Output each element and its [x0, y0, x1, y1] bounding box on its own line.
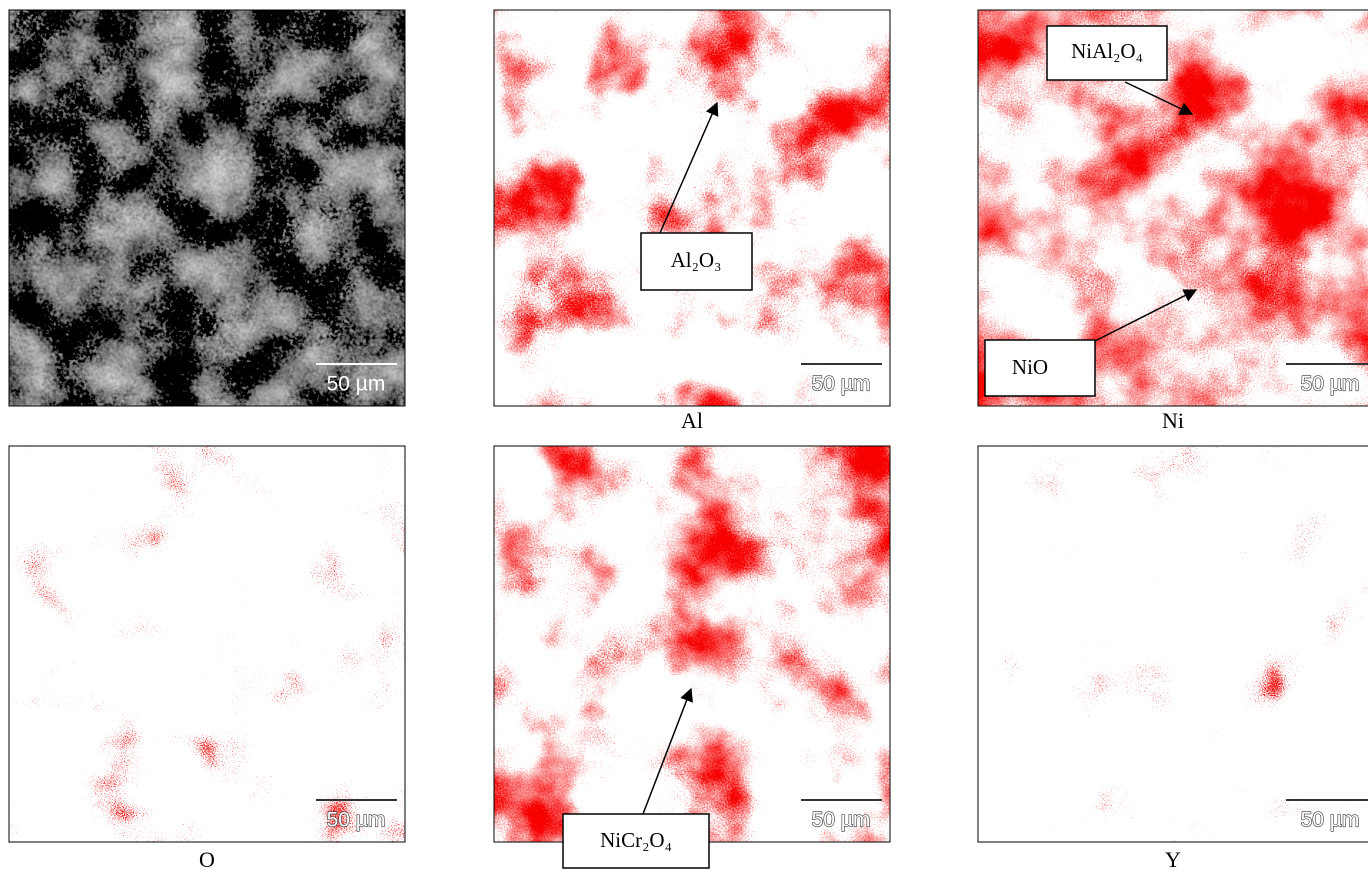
panel: 50 µm O — [9, 446, 405, 872]
annotation: Al₂O₃ — [671, 248, 722, 272]
scale-bar-label: 50 µm — [1301, 373, 1360, 396]
panel: 50 µm — [9, 10, 405, 406]
element-map — [9, 446, 405, 842]
scale-bar-label: 50 µm — [327, 373, 386, 396]
annotation: NiCr₂O₄ — [600, 828, 672, 852]
scale-bar-label: 50 µm — [327, 809, 386, 832]
panel-caption: Y — [1165, 847, 1181, 872]
page: 50 µm 50 µm Al Al₂O₃ 50 µm Ni NiAl₂O₄ Ni… — [0, 0, 1368, 874]
panel: 50 µm Y — [978, 446, 1368, 872]
panel-caption: O — [199, 847, 215, 872]
panel: 50 µm Al Al₂O₃ — [494, 10, 890, 433]
annotation: NiO — [1012, 355, 1048, 379]
panel-caption: Ni — [1162, 408, 1184, 433]
panel: 50 µm Cr NiCr₂O₄ — [494, 446, 890, 872]
figure: 50 µm 50 µm Al Al₂O₃ 50 µm Ni NiAl₂O₄ Ni… — [0, 0, 1368, 874]
annotation: NiAl₂O₄ — [1071, 39, 1143, 63]
scale-bar-label: 50 µm — [812, 809, 871, 832]
element-map — [494, 10, 890, 406]
element-map — [494, 446, 890, 842]
sem-image — [9, 10, 405, 406]
scale-bar-label: 50 µm — [1301, 809, 1360, 832]
panel-caption: Al — [681, 408, 703, 433]
panel: 50 µm Ni NiAl₂O₄ NiO — [978, 10, 1368, 433]
scale-bar-label: 50 µm — [812, 373, 871, 396]
element-map — [978, 446, 1368, 842]
